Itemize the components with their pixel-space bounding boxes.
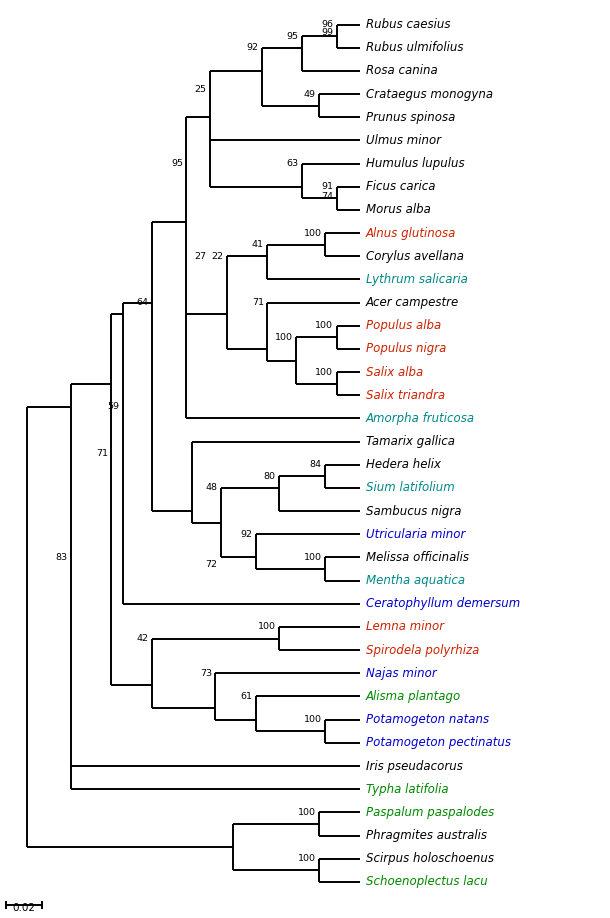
Text: Ficus carica: Ficus carica <box>366 180 435 194</box>
Text: Rosa canina: Rosa canina <box>366 64 437 77</box>
Text: Crataegus monogyna: Crataegus monogyna <box>366 87 493 101</box>
Text: Melissa officinalis: Melissa officinalis <box>366 551 468 564</box>
Text: Alisma plantago: Alisma plantago <box>366 690 461 703</box>
Text: 27: 27 <box>195 252 207 261</box>
Text: Rubus caesius: Rubus caesius <box>366 18 450 31</box>
Text: Salix alba: Salix alba <box>366 365 423 378</box>
Text: 48: 48 <box>206 484 218 492</box>
Text: 22: 22 <box>212 252 223 261</box>
Text: 71: 71 <box>96 449 108 458</box>
Text: 84: 84 <box>310 460 321 469</box>
Text: Morus alba: Morus alba <box>366 204 431 217</box>
Text: Phragmites australis: Phragmites australis <box>366 829 487 842</box>
Text: 100: 100 <box>257 622 276 632</box>
Text: Iris pseudacorus: Iris pseudacorus <box>366 759 462 773</box>
Text: Hedera helix: Hedera helix <box>366 458 440 471</box>
Text: Paspalum paspalodes: Paspalum paspalodes <box>366 806 494 819</box>
Text: 100: 100 <box>298 808 316 817</box>
Text: Sium latifolium: Sium latifolium <box>366 481 454 495</box>
Text: Salix triandra: Salix triandra <box>366 389 445 402</box>
Text: Mentha aquatica: Mentha aquatica <box>366 574 465 588</box>
Text: 100: 100 <box>298 854 316 863</box>
Text: Tamarix gallica: Tamarix gallica <box>366 435 454 448</box>
Text: Acer campestre: Acer campestre <box>366 297 459 309</box>
Text: 100: 100 <box>304 553 321 562</box>
Text: 0.02: 0.02 <box>12 903 35 913</box>
Text: 100: 100 <box>315 367 333 376</box>
Text: 25: 25 <box>194 85 206 94</box>
Text: Populus alba: Populus alba <box>366 319 441 332</box>
Text: 100: 100 <box>275 333 293 341</box>
Text: 49: 49 <box>304 90 316 98</box>
Text: Potamogeton pectinatus: Potamogeton pectinatus <box>366 736 511 749</box>
Text: Spirodela polyrhiza: Spirodela polyrhiza <box>366 644 479 656</box>
Text: Rubus ulmifolius: Rubus ulmifolius <box>366 41 463 54</box>
Text: Typha latifolia: Typha latifolia <box>366 783 448 796</box>
Text: 83: 83 <box>55 553 67 562</box>
Text: Ceratophyllum demersum: Ceratophyllum demersum <box>366 598 520 610</box>
Text: 72: 72 <box>206 560 218 569</box>
Text: Amorpha fruticosa: Amorpha fruticosa <box>366 412 475 425</box>
Text: 91: 91 <box>321 183 333 191</box>
Text: Scirpus holoschoenus: Scirpus holoschoenus <box>366 852 493 865</box>
Text: Potamogeton natans: Potamogeton natans <box>366 713 489 726</box>
Text: 92: 92 <box>240 530 253 539</box>
Text: 92: 92 <box>246 43 258 52</box>
Text: 96: 96 <box>321 20 333 29</box>
Text: 100: 100 <box>315 321 333 330</box>
Text: 100: 100 <box>304 715 321 724</box>
Text: 63: 63 <box>287 159 299 168</box>
Text: 95: 95 <box>287 31 299 40</box>
Text: 80: 80 <box>264 472 276 481</box>
Text: 73: 73 <box>199 669 212 677</box>
Text: Corylus avellana: Corylus avellana <box>366 250 464 263</box>
Text: 61: 61 <box>240 692 253 701</box>
Text: Lythrum salicaria: Lythrum salicaria <box>366 273 468 285</box>
Text: 100: 100 <box>304 229 321 238</box>
Text: Utricularia minor: Utricularia minor <box>366 528 465 541</box>
Text: 95: 95 <box>171 159 183 168</box>
Text: 41: 41 <box>252 241 264 249</box>
Text: Lemna minor: Lemna minor <box>366 621 444 633</box>
Text: 74: 74 <box>321 192 333 201</box>
Text: 64: 64 <box>136 298 148 308</box>
Text: Populus nigra: Populus nigra <box>366 342 446 355</box>
Text: Najas minor: Najas minor <box>366 666 437 680</box>
Text: 42: 42 <box>136 634 148 644</box>
Text: Sambucus nigra: Sambucus nigra <box>366 505 461 518</box>
Text: 99: 99 <box>321 28 333 38</box>
Text: 71: 71 <box>252 298 264 308</box>
Text: Humulus lupulus: Humulus lupulus <box>366 157 464 170</box>
Text: 59: 59 <box>107 402 120 411</box>
Text: Prunus spinosa: Prunus spinosa <box>366 111 455 124</box>
Text: Ulmus minor: Ulmus minor <box>366 134 441 147</box>
Text: Schoenoplectus lacu: Schoenoplectus lacu <box>366 876 487 889</box>
Text: Alnus glutinosa: Alnus glutinosa <box>366 227 456 240</box>
